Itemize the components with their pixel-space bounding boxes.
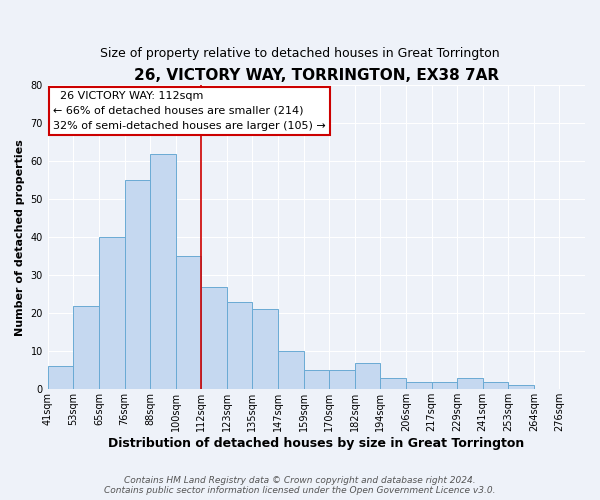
- Bar: [508, 386, 534, 390]
- Bar: [227, 302, 253, 390]
- Bar: [253, 310, 278, 390]
- Bar: [278, 352, 304, 390]
- Bar: [431, 382, 457, 390]
- Bar: [201, 286, 227, 390]
- Text: Size of property relative to detached houses in Great Torrington: Size of property relative to detached ho…: [100, 48, 500, 60]
- Bar: [48, 366, 73, 390]
- Y-axis label: Number of detached properties: Number of detached properties: [15, 139, 25, 336]
- Bar: [150, 154, 176, 390]
- Bar: [406, 382, 431, 390]
- Bar: [329, 370, 355, 390]
- Bar: [125, 180, 150, 390]
- Bar: [304, 370, 329, 390]
- Bar: [176, 256, 201, 390]
- Bar: [99, 237, 125, 390]
- Text: Contains HM Land Registry data © Crown copyright and database right 2024.
Contai: Contains HM Land Registry data © Crown c…: [104, 476, 496, 495]
- X-axis label: Distribution of detached houses by size in Great Torrington: Distribution of detached houses by size …: [108, 437, 524, 450]
- Bar: [457, 378, 482, 390]
- Bar: [482, 382, 508, 390]
- Text: 26 VICTORY WAY: 112sqm
← 66% of detached houses are smaller (214)
32% of semi-de: 26 VICTORY WAY: 112sqm ← 66% of detached…: [53, 91, 326, 130]
- Title: 26, VICTORY WAY, TORRINGTON, EX38 7AR: 26, VICTORY WAY, TORRINGTON, EX38 7AR: [134, 68, 499, 82]
- Bar: [380, 378, 406, 390]
- Bar: [73, 306, 99, 390]
- Bar: [355, 362, 380, 390]
